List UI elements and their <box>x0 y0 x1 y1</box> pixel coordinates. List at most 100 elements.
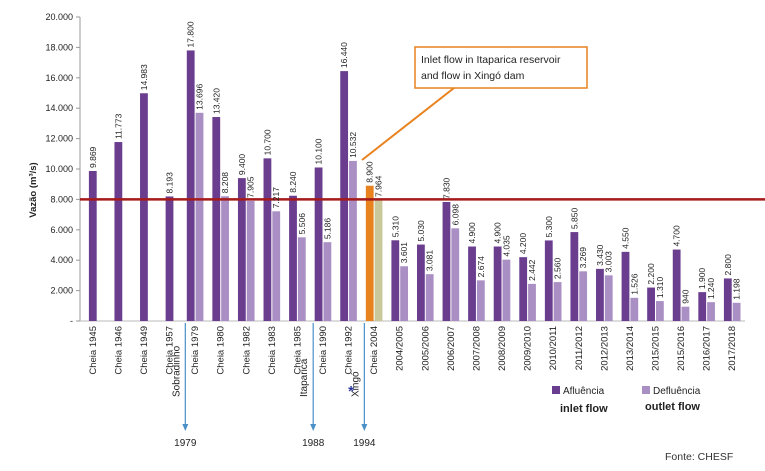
bar-inflow <box>596 268 604 321</box>
y-tick-label: 4.000 <box>50 255 73 265</box>
bar-outflow <box>707 302 715 321</box>
data-label-outflow: 3.081 <box>425 250 435 272</box>
bar-inflow <box>391 240 400 321</box>
event-name: Xingó <box>350 371 361 397</box>
bar-inflow <box>365 185 374 321</box>
source-note: Fonte: CHESF <box>665 451 733 463</box>
data-label-inflow: 3.430 <box>595 244 605 266</box>
data-label-inflow: 14.983 <box>139 64 149 90</box>
data-label-inflow: 5.850 <box>569 208 579 230</box>
data-label-inflow: 5.030 <box>416 220 426 242</box>
bar-inflow <box>468 246 476 321</box>
data-label-outflow: 2.442 <box>527 259 537 281</box>
x-axis-labels: Cheia 1945 Cheia 1946 Cheia 1949 Cheia 1957… <box>88 326 738 375</box>
bar-inflow <box>289 195 297 321</box>
x-category-label: Cheia 1980 <box>216 326 227 375</box>
y-tick-label: 16.000 <box>45 73 73 83</box>
x-category-label: 2015/2016 <box>676 326 687 371</box>
bar-inflow <box>237 178 246 321</box>
bar-outflow <box>528 283 536 321</box>
bar-outflow <box>297 237 306 321</box>
data-label-inflow: 11.773 <box>113 113 123 139</box>
data-label-inflow: 2.800 <box>723 254 733 276</box>
data-label-inflow: 16.440 <box>339 42 349 68</box>
data-label-outflow: 2.674 <box>476 256 486 278</box>
bar-outflow <box>246 200 255 321</box>
y-tick-label: 20.000 <box>45 12 73 22</box>
legend-inflow-en: inlet flow <box>560 403 608 415</box>
bar-outflow <box>732 302 741 321</box>
x-category-label: Cheia 2004 <box>369 326 380 375</box>
event-arrowhead <box>310 424 317 431</box>
data-label-outflow: 5.186 <box>322 218 332 240</box>
data-label-inflow: 5.300 <box>544 216 554 238</box>
x-category-label: 2004/2005 <box>395 326 406 371</box>
x-category-label: 2007/2008 <box>471 326 482 371</box>
bar-inflow <box>544 240 553 321</box>
data-label-outflow: 5.506 <box>297 213 307 235</box>
bar-inflow <box>314 167 323 321</box>
x-category-label: 2011/2012 <box>574 326 585 370</box>
bar-inflow <box>698 292 707 321</box>
data-label-inflow: 4.900 <box>493 222 503 244</box>
bar-inflow <box>519 257 528 321</box>
data-label-inflow: 10.100 <box>314 138 324 164</box>
x-category-label: Cheia 1957 <box>165 326 176 375</box>
data-label-outflow: 1.240 <box>706 278 716 300</box>
data-label-outflow: 6.098 <box>450 204 460 226</box>
data-label-inflow: 1.900 <box>697 268 707 290</box>
event-name: Itaparica <box>299 358 310 397</box>
data-label-inflow: 8.240 <box>288 171 298 193</box>
legend-label-outflow: Defluência <box>653 386 701 397</box>
callout-line-2: and flow in Xingó dam <box>421 70 525 82</box>
y-tick-label: 12.000 <box>45 134 73 144</box>
data-label-inflow: 4.200 <box>518 233 528 255</box>
y-tick-label: 8.000 <box>50 194 73 204</box>
bar-outflow <box>553 282 562 321</box>
bar-outflow <box>272 211 281 321</box>
bar-inflow <box>442 201 451 321</box>
legend-swatch-inflow <box>552 386 560 394</box>
bar-outflow <box>323 242 332 321</box>
data-label-outflow: 7.905 <box>246 176 256 198</box>
x-category-label: Cheia 1990 <box>318 326 329 375</box>
event-arrowhead <box>182 424 189 431</box>
x-category-label: 2006/2007 <box>446 326 457 371</box>
x-category-label: 2017/2018 <box>727 326 738 371</box>
bar-outflow <box>425 274 434 321</box>
x-category-label: Cheia 1945 <box>88 326 99 375</box>
data-label-outflow: 8.208 <box>220 172 230 194</box>
data-label-inflow: 4.700 <box>672 225 682 247</box>
y-axis-title: Vazão (m³/s) <box>28 162 39 217</box>
data-label-outflow: 1.310 <box>655 277 665 299</box>
bar-outflow <box>681 306 690 321</box>
data-label-inflow: 13.420 <box>211 88 221 114</box>
event-year: 1994 <box>353 438 376 449</box>
bar-outflow <box>579 271 588 321</box>
callout-marker: * <box>348 383 354 400</box>
bar-inflow <box>493 246 502 321</box>
data-label-outflow: 3.269 <box>578 247 588 269</box>
data-label-outflow: 7.217 <box>271 187 281 209</box>
data-label-outflow: 3.003 <box>604 251 614 273</box>
bar-inflow <box>88 170 97 321</box>
bar-outflow <box>604 275 613 321</box>
data-label-outflow: 940 <box>680 289 690 303</box>
data-label-inflow: 2.200 <box>646 263 656 285</box>
bar-outflow <box>400 266 409 321</box>
data-label-outflow: 2.560 <box>553 258 563 280</box>
data-label-inflow: 5.310 <box>390 216 400 238</box>
y-tick-label: 14.000 <box>45 103 73 113</box>
bar-inflow <box>114 142 123 321</box>
event-markers: Sobradinho 1979 Itaparica 1988 Xingó 1994 <box>171 323 376 449</box>
bar-inflow <box>723 278 732 321</box>
bar-inflow <box>672 249 681 321</box>
x-category-label: Cheia 1983 <box>267 326 278 375</box>
x-category-label: 2010/2011 <box>548 326 559 370</box>
data-label-inflow: 8.193 <box>165 172 175 194</box>
data-label-outflow: 3.601 <box>399 242 409 264</box>
bar-outflow <box>502 259 511 321</box>
x-category-label: Cheia 1946 <box>113 326 124 375</box>
callout-pointer <box>361 87 455 161</box>
x-category-label: 2005/2006 <box>420 326 431 371</box>
